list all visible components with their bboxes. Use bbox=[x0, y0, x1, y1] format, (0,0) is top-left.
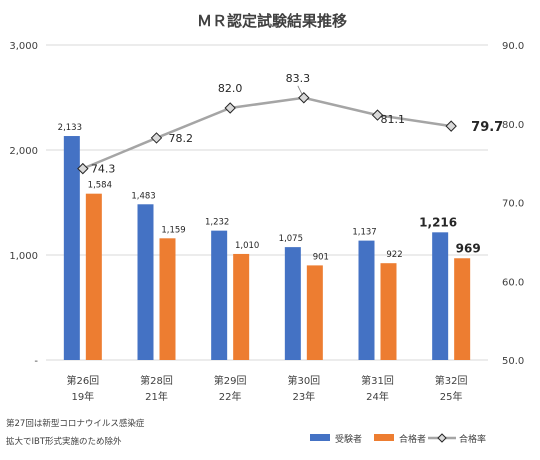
bar-passers bbox=[85, 193, 102, 360]
footnote-line-2: 拡大でIBT形式実施のため除外 bbox=[6, 436, 122, 447]
bar-passers bbox=[233, 253, 250, 360]
rate-marker bbox=[298, 92, 310, 104]
bar-examinees bbox=[211, 230, 228, 360]
left-tick-label: 1,000 bbox=[9, 251, 38, 262]
rate-label: 78.2 bbox=[169, 132, 194, 145]
x-tick-year: 24年 bbox=[366, 390, 389, 403]
bar-passers bbox=[380, 263, 397, 360]
left-axis: - 1,000 2,000 3,000 bbox=[9, 41, 38, 367]
legend-label: 合格者 bbox=[399, 433, 426, 445]
rate-marker bbox=[77, 162, 89, 175]
x-tick-year: 23年 bbox=[292, 390, 315, 403]
right-tick-label: 70.0 bbox=[502, 199, 524, 210]
rate-label: 74.3 bbox=[91, 163, 116, 176]
bar-label-examinees: 1,232 bbox=[205, 218, 229, 228]
bar-label-passers: 1,159 bbox=[161, 225, 185, 235]
bar-examinees bbox=[358, 240, 375, 360]
rate-label: 83.3 bbox=[286, 72, 311, 85]
bar-passers bbox=[306, 265, 323, 360]
x-tick-round: 第31回 bbox=[361, 374, 394, 387]
x-tick-year: 22年 bbox=[219, 390, 242, 403]
bar-passers bbox=[159, 238, 176, 360]
x-tick-round: 第29回 bbox=[214, 374, 247, 387]
bar-label-passers: 1,584 bbox=[88, 181, 112, 191]
right-axis: 50.0 60.0 70.0 80.0 90.0 bbox=[502, 41, 524, 367]
legend-label: 合格率 bbox=[459, 433, 486, 445]
rate-marker bbox=[150, 132, 163, 144]
x-tick-year: 25年 bbox=[440, 390, 463, 403]
bar-passers bbox=[454, 258, 471, 360]
x-tick-round: 第30回 bbox=[287, 374, 320, 387]
right-tick-label: 50.0 bbox=[502, 356, 524, 367]
rate-label: 79.7 bbox=[471, 120, 503, 135]
bars: 2,133 1,584 1,483 1,159 1,232 1,010 1,075 901 1,… bbox=[58, 123, 481, 360]
label-leader bbox=[297, 85, 303, 94]
bar-label-passers: 969 bbox=[456, 241, 481, 255]
bar-label-examinees: 1,483 bbox=[131, 191, 155, 201]
legend-swatch bbox=[310, 434, 330, 441]
legend-marker bbox=[437, 433, 447, 443]
bar-label-passers: 901 bbox=[313, 252, 329, 262]
rate-marker bbox=[224, 102, 236, 114]
left-tick-label: 2,000 bbox=[9, 146, 38, 157]
rate-line: 74.3 78.2 82.0 83.3 81.1 79.7 bbox=[77, 72, 503, 176]
x-tick-year: 21年 bbox=[145, 390, 168, 403]
rate-label: 82.0 bbox=[218, 82, 243, 95]
legend-swatch bbox=[374, 434, 394, 441]
footnote-line-1: 第27回は新型コロナウイルス感染症 bbox=[6, 418, 145, 429]
legend-label: 受験者 bbox=[335, 433, 362, 445]
bar-label-examinees: 1,216 bbox=[419, 215, 457, 229]
bar-label-examinees: 2,133 bbox=[58, 123, 82, 133]
bar-label-examinees: 1,137 bbox=[352, 228, 376, 238]
bar-examinees bbox=[432, 232, 449, 360]
gridlines bbox=[46, 44, 488, 361]
bar-label-passers: 922 bbox=[386, 250, 402, 260]
x-tick-round: 第32回 bbox=[435, 374, 468, 387]
x-tick-round: 第28回 bbox=[140, 374, 173, 387]
right-tick-label: 60.0 bbox=[502, 277, 524, 288]
bar-label-examinees: 1,075 bbox=[279, 234, 303, 244]
left-tick-label: - bbox=[34, 356, 38, 367]
bar-examinees bbox=[284, 247, 301, 360]
rate-marker bbox=[371, 109, 384, 121]
left-tick-label: 3,000 bbox=[9, 41, 38, 52]
rate-polyline bbox=[82, 96, 452, 170]
bar-label-passers: 1,010 bbox=[235, 241, 259, 251]
x-axis: 第26回 19年 第28回 21年 第29回 22年 第30回 23年 第31回 24年 第32回 2… bbox=[66, 374, 467, 403]
right-tick-label: 90.0 bbox=[502, 41, 524, 52]
rate-marker bbox=[445, 120, 457, 132]
bar-examinees bbox=[63, 136, 80, 360]
x-tick-round: 第26回 bbox=[66, 374, 99, 387]
chart-title: ＭＲ認定試験結果推移 bbox=[197, 12, 347, 30]
legend: 受験者 合格者 合格率 bbox=[310, 433, 486, 445]
bar-examinees bbox=[137, 204, 154, 360]
rate-label: 81.1 bbox=[381, 113, 406, 126]
right-tick-label: 80.0 bbox=[502, 120, 524, 131]
x-tick-year: 19年 bbox=[71, 390, 94, 403]
